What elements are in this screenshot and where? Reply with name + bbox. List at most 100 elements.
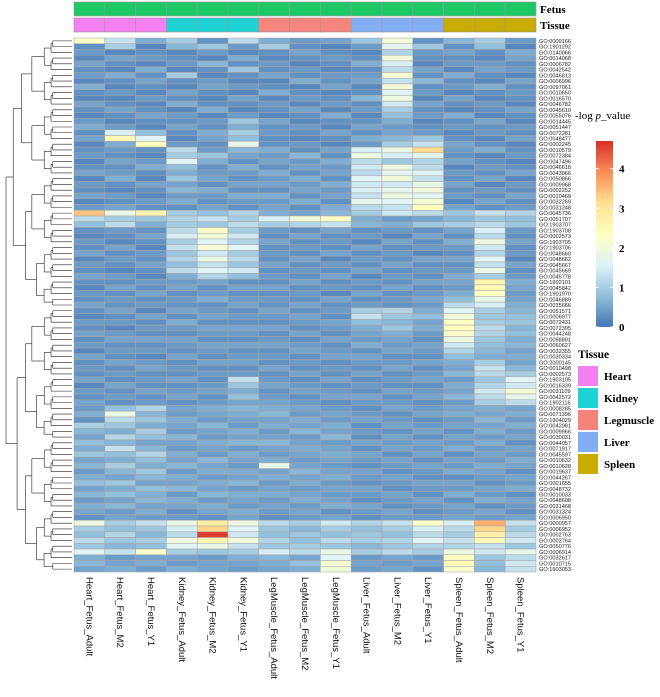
heatmap-cell	[504, 175, 537, 182]
heatmap-cell	[443, 416, 475, 423]
heatmap-cell	[350, 301, 383, 309]
heatmap-cell	[504, 296, 537, 303]
heatmap-cell	[258, 83, 290, 90]
heatmap-cell	[443, 445, 475, 452]
heatmap-cell	[166, 77, 198, 85]
heatmap-cell	[196, 43, 229, 50]
heatmap-cell	[350, 284, 383, 291]
heatmap-cell	[289, 502, 321, 510]
heatmap-cell	[320, 181, 352, 188]
heatmap-cell	[412, 123, 444, 131]
heatmap-cell	[412, 525, 444, 533]
heatmap-cell	[135, 531, 167, 538]
heatmap-cell	[443, 238, 475, 245]
heatmap-cell	[320, 566, 352, 573]
heatmap-cell	[443, 187, 475, 194]
heatmap-cell	[504, 112, 537, 119]
heatmap-cell	[227, 405, 260, 412]
heatmap-cell	[166, 353, 198, 360]
heatmap-cell	[504, 525, 537, 533]
heatmap-cell	[412, 227, 444, 234]
heatmap-cell	[289, 204, 321, 211]
heatmap-cell	[412, 491, 444, 498]
heatmap-cell	[474, 566, 506, 573]
heatmap-cell	[135, 479, 167, 487]
heatmap-cell	[104, 399, 136, 406]
heatmap-cell	[504, 37, 537, 44]
heatmap-cell	[73, 164, 106, 171]
heatmap-cell	[474, 221, 506, 228]
heatmap-cell	[289, 290, 321, 297]
heatmap-cell	[474, 410, 506, 418]
heatmap-cell	[504, 141, 537, 148]
column-label: LegMuscle_Fetus_Adult	[268, 577, 279, 679]
heatmap-cell	[166, 330, 198, 337]
heatmap-cell	[289, 187, 321, 194]
heatmap-cell	[196, 370, 229, 378]
heatmap-cell	[412, 83, 444, 90]
heatmap-cell	[320, 284, 352, 291]
heatmap-cell	[166, 491, 198, 498]
heatmap-cell	[227, 164, 260, 171]
heatmap-cell	[196, 548, 229, 556]
row-label: GO:0002764	[539, 538, 571, 544]
heatmap-cell	[227, 301, 260, 309]
heatmap-cell	[135, 428, 167, 435]
heatmap-cell	[258, 491, 290, 498]
heatmap-cell	[412, 433, 444, 441]
heatmap-cell	[474, 72, 506, 79]
heatmap-cell	[443, 462, 475, 469]
heatmap-cell	[258, 146, 290, 154]
heatmap-cell	[73, 353, 106, 360]
heatmap-cell	[504, 232, 537, 240]
heatmap-cell	[227, 560, 260, 567]
heatmap-cell	[504, 49, 537, 56]
heatmap-cell	[504, 365, 537, 372]
heatmap-cell	[381, 410, 414, 418]
heatmap-cell	[320, 433, 352, 441]
heatmap-cell	[227, 365, 260, 372]
heatmap-cell	[504, 135, 537, 142]
heatmap-cell	[289, 54, 321, 62]
fetus-track-cell	[196, 1, 229, 17]
heatmap-cell	[412, 428, 444, 435]
heatmap-cell	[73, 410, 106, 418]
heatmap-cell	[196, 502, 229, 510]
heatmap-cell	[73, 405, 106, 412]
heatmap-cell	[289, 146, 321, 154]
heatmap-cell	[474, 66, 506, 73]
row-label: GO:0072281	[539, 131, 571, 137]
heatmap-cell	[504, 514, 537, 521]
heatmap-cell	[320, 319, 352, 326]
heatmap-cell	[474, 514, 506, 521]
row-label: GO:0046618	[539, 165, 571, 171]
heatmap-cell	[196, 158, 229, 165]
heatmap-cell	[474, 554, 506, 561]
row-label: GO:0045667	[539, 263, 571, 269]
fetus-track-cell	[504, 1, 537, 17]
heatmap-cell	[135, 244, 167, 251]
heatmap-cell	[289, 554, 321, 561]
heatmap-cell	[350, 169, 383, 177]
legend-swatch	[578, 388, 598, 408]
heatmap-cell	[227, 537, 260, 544]
heatmap-cell	[443, 273, 475, 280]
column-label: Kidney_Fetus_M2	[207, 577, 218, 654]
heatmap-cell	[350, 468, 383, 475]
tissue-track-cell	[381, 17, 414, 33]
heatmap-cell	[73, 135, 106, 142]
heatmap-cell	[258, 330, 290, 337]
row-label: GO:0000957	[539, 521, 571, 527]
heatmap-cell	[289, 129, 321, 136]
heatmap-cell	[289, 112, 321, 119]
heatmap-cell	[412, 250, 444, 257]
tissue-track-label: Tissue	[540, 20, 570, 32]
heatmap-cell	[166, 152, 198, 159]
heatmap-cell	[104, 508, 136, 515]
heatmap-cell	[166, 313, 198, 320]
heatmap-cell	[166, 296, 198, 303]
heatmap-cell	[350, 129, 383, 136]
heatmap-cell	[381, 433, 414, 441]
heatmap-cell	[196, 261, 229, 268]
legend-label: Liver	[604, 437, 630, 449]
